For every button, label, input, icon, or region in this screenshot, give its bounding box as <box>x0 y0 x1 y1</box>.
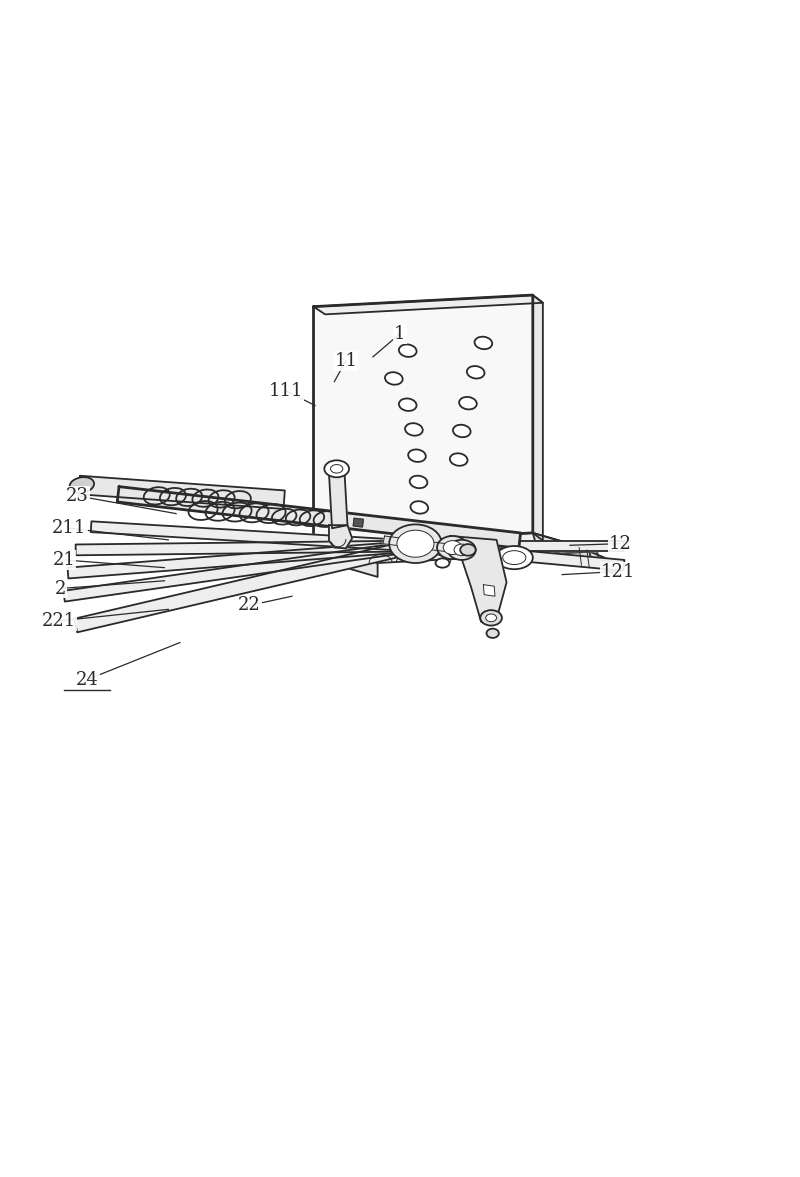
Polygon shape <box>314 545 378 577</box>
Polygon shape <box>79 476 285 508</box>
Polygon shape <box>314 533 597 563</box>
Ellipse shape <box>460 544 476 556</box>
Polygon shape <box>483 585 495 597</box>
Ellipse shape <box>399 345 417 357</box>
Text: 23: 23 <box>66 487 89 505</box>
Ellipse shape <box>410 476 427 488</box>
Text: 11: 11 <box>334 352 358 370</box>
Polygon shape <box>63 540 416 601</box>
Ellipse shape <box>480 610 502 625</box>
Polygon shape <box>118 486 521 548</box>
Polygon shape <box>533 295 543 540</box>
Text: 111: 111 <box>269 381 303 400</box>
Text: 1: 1 <box>394 325 406 343</box>
Ellipse shape <box>70 477 94 493</box>
Text: 121: 121 <box>601 563 635 580</box>
Polygon shape <box>67 540 416 578</box>
Ellipse shape <box>443 540 462 554</box>
Ellipse shape <box>437 536 468 559</box>
Polygon shape <box>589 552 612 573</box>
Ellipse shape <box>399 399 417 411</box>
Text: 221: 221 <box>42 612 76 630</box>
Polygon shape <box>329 471 347 528</box>
Polygon shape <box>446 536 506 621</box>
Ellipse shape <box>467 366 485 379</box>
Ellipse shape <box>385 372 402 385</box>
Polygon shape <box>74 539 417 632</box>
Ellipse shape <box>453 425 470 437</box>
Ellipse shape <box>486 614 497 621</box>
Ellipse shape <box>496 546 533 570</box>
Ellipse shape <box>389 525 442 563</box>
Ellipse shape <box>330 465 343 473</box>
Text: 22: 22 <box>238 597 261 614</box>
Ellipse shape <box>448 540 476 560</box>
Ellipse shape <box>454 544 470 556</box>
Polygon shape <box>415 540 624 552</box>
Polygon shape <box>90 521 416 551</box>
Polygon shape <box>76 540 415 556</box>
Ellipse shape <box>397 530 434 557</box>
Ellipse shape <box>408 450 426 461</box>
Polygon shape <box>383 536 446 552</box>
Text: 12: 12 <box>609 534 631 553</box>
Ellipse shape <box>324 460 349 478</box>
Polygon shape <box>415 540 625 571</box>
Text: 211: 211 <box>52 519 86 537</box>
Ellipse shape <box>502 551 526 565</box>
Polygon shape <box>329 525 352 548</box>
Polygon shape <box>533 533 601 565</box>
Text: 21: 21 <box>53 551 75 568</box>
Ellipse shape <box>486 629 499 638</box>
Ellipse shape <box>410 501 428 513</box>
Polygon shape <box>314 295 543 314</box>
Ellipse shape <box>405 424 422 435</box>
Ellipse shape <box>459 397 477 410</box>
Text: 24: 24 <box>76 671 98 689</box>
Text: 2: 2 <box>54 579 66 598</box>
Ellipse shape <box>450 453 467 466</box>
Ellipse shape <box>469 556 486 566</box>
Polygon shape <box>354 518 363 527</box>
Ellipse shape <box>474 337 492 350</box>
Ellipse shape <box>435 558 450 567</box>
Polygon shape <box>314 295 533 545</box>
